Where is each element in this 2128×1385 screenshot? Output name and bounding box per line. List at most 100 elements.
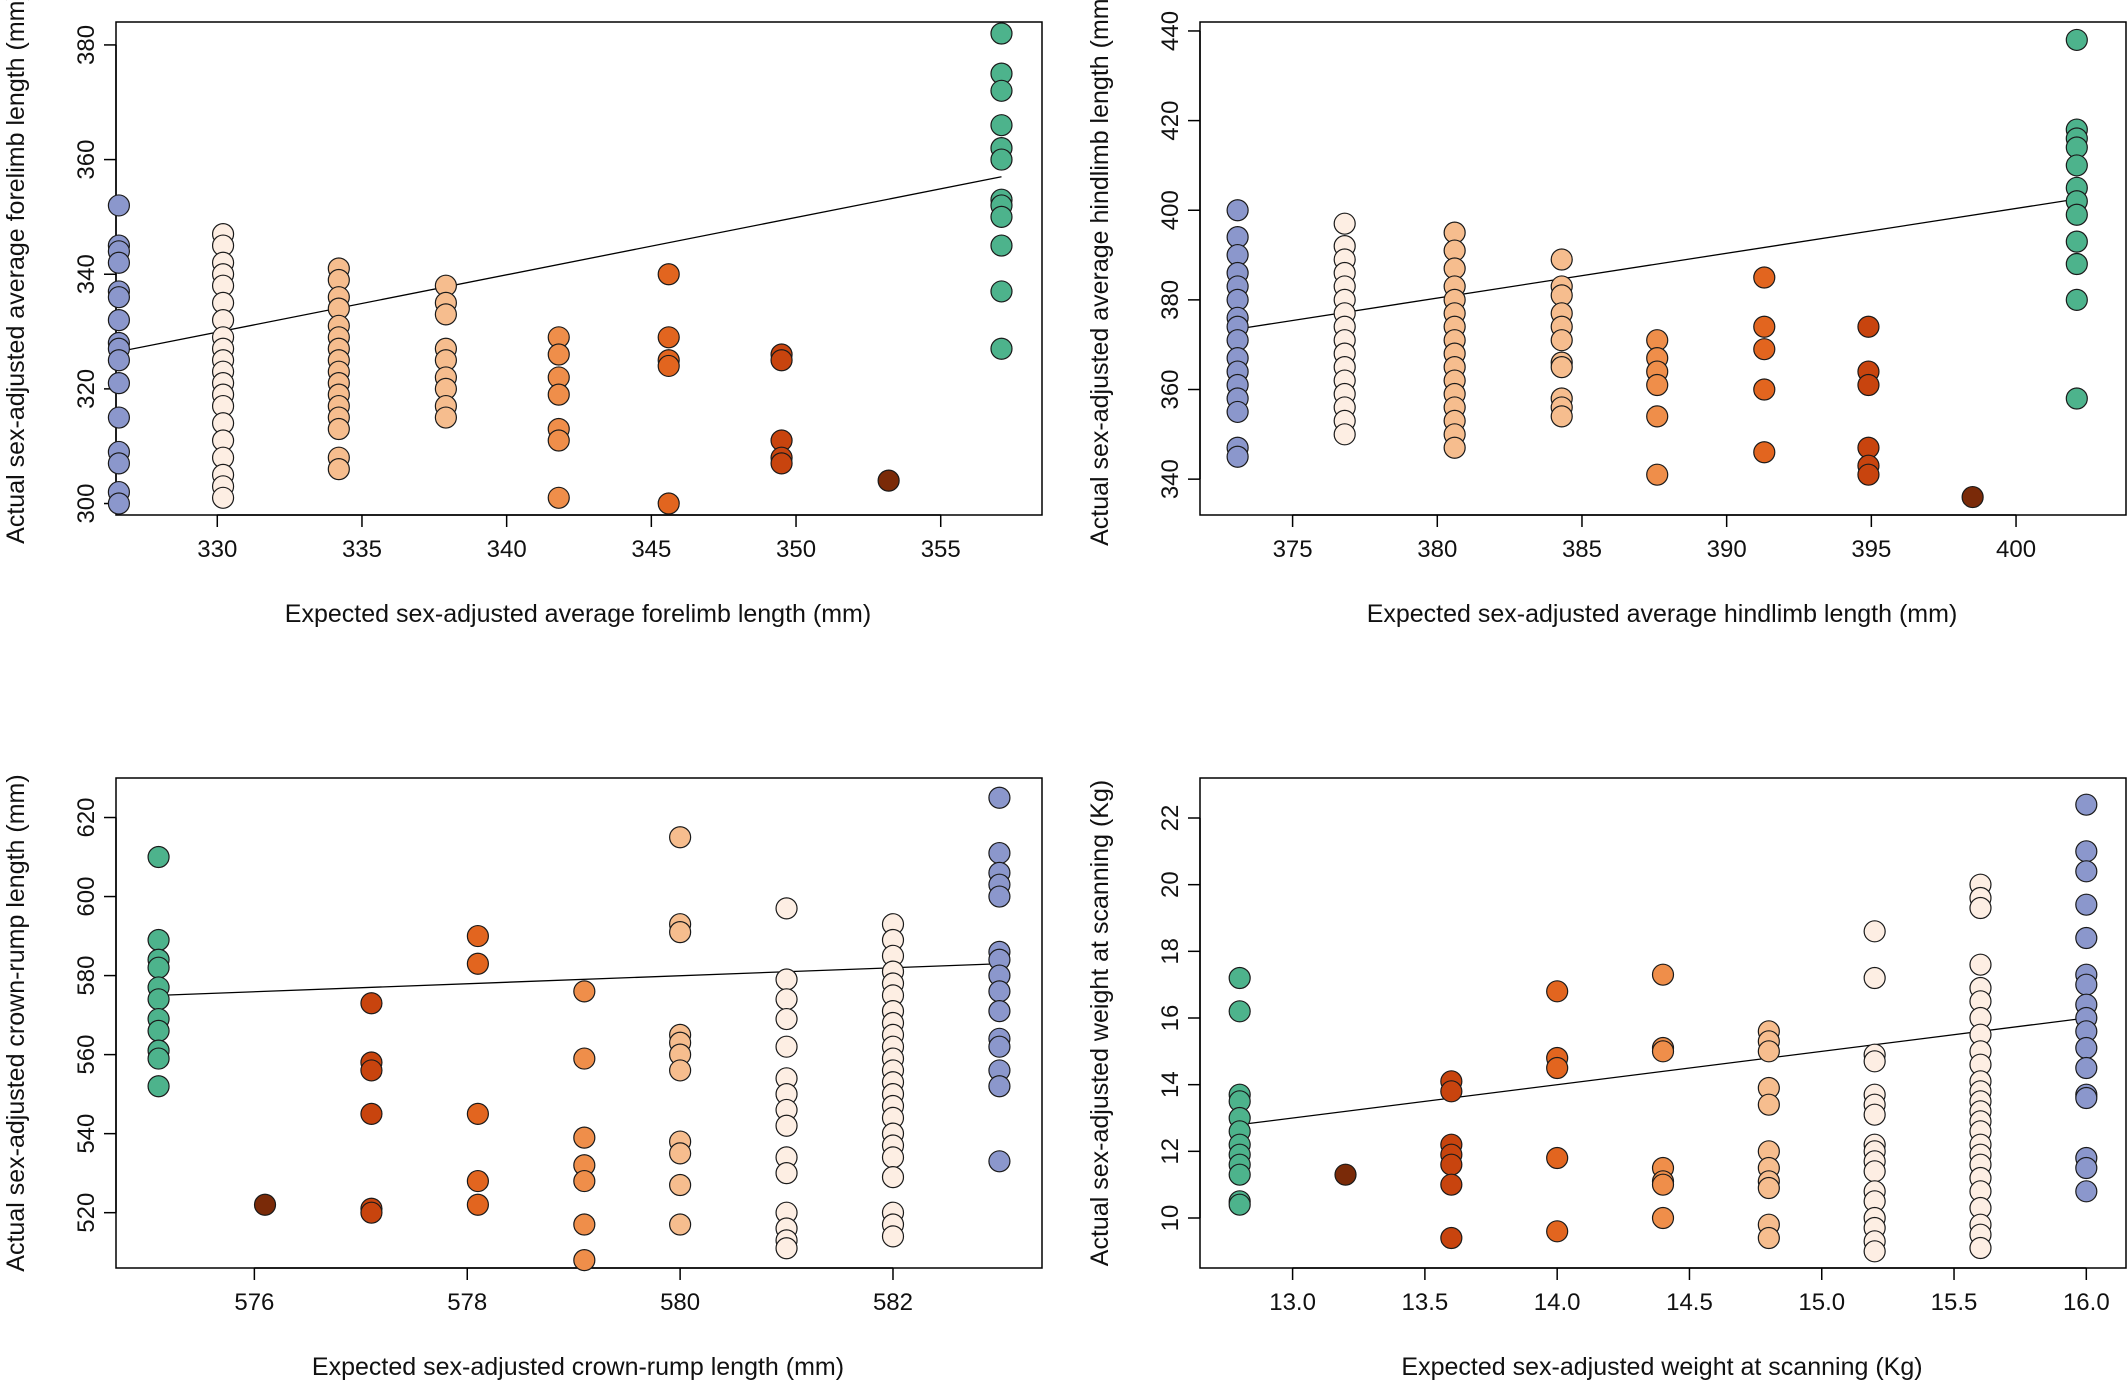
data-point bbox=[2075, 1056, 2098, 1080]
data-point bbox=[1863, 1240, 1886, 1263]
plot-frame bbox=[115, 21, 1043, 516]
y-tick-label: 600 bbox=[73, 877, 100, 917]
data-point bbox=[1969, 896, 1992, 920]
fit-line bbox=[118, 176, 1002, 353]
x-tick-label: 345 bbox=[631, 536, 671, 563]
points bbox=[1228, 793, 2098, 1263]
data-point bbox=[107, 406, 130, 429]
data-point bbox=[1961, 485, 1984, 509]
data-point bbox=[1228, 1163, 1251, 1186]
data-point bbox=[147, 988, 170, 1011]
data-point bbox=[2075, 793, 2098, 816]
data-point bbox=[1753, 315, 1776, 338]
x-tick-label: 13.0 bbox=[1269, 1289, 1316, 1316]
data-point bbox=[573, 1047, 596, 1070]
data-point bbox=[466, 1102, 489, 1125]
x-axis: 375 380 385 390 395 400 bbox=[1273, 514, 2036, 563]
data-point bbox=[775, 1237, 798, 1260]
data-point bbox=[360, 1059, 383, 1082]
points bbox=[107, 22, 1013, 515]
data-point bbox=[1753, 338, 1776, 361]
y-axis: 520 540 560 580 600 620 bbox=[73, 797, 117, 1233]
y-tick-label: 340 bbox=[73, 254, 100, 294]
y-tick-label: 380 bbox=[1157, 280, 1184, 320]
data-point bbox=[1651, 1206, 1675, 1230]
x-tick-label: 335 bbox=[342, 536, 382, 563]
data-point bbox=[2065, 154, 2088, 177]
x-tick-label: 582 bbox=[873, 1289, 913, 1316]
data-point bbox=[434, 406, 457, 429]
data-point bbox=[2075, 1180, 2098, 1203]
data-point bbox=[988, 1035, 1011, 1058]
y-tick-label: 16 bbox=[1157, 1005, 1184, 1032]
data-point bbox=[2075, 840, 2098, 863]
data-point bbox=[1550, 248, 1573, 271]
data-point bbox=[988, 786, 1011, 809]
data-point bbox=[988, 885, 1011, 908]
data-point bbox=[2065, 288, 2088, 311]
data-point bbox=[775, 968, 798, 991]
data-point bbox=[657, 354, 680, 378]
data-point bbox=[877, 469, 900, 492]
y-tick-label: 620 bbox=[73, 797, 100, 837]
data-point bbox=[990, 205, 1013, 229]
data-point bbox=[988, 841, 1011, 865]
x-axis-label: Expected sex-adjusted crown-rump length … bbox=[312, 1353, 844, 1381]
data-point bbox=[1651, 1040, 1675, 1063]
chart-weight: 13.0 13.5 14.0 14.5 15.0 15.5 16.0 10 12 14 16 18 2… bbox=[1086, 777, 2127, 1381]
data-point bbox=[360, 1102, 383, 1125]
data-point bbox=[327, 417, 350, 441]
data-point bbox=[1753, 378, 1776, 401]
data-point bbox=[1550, 356, 1573, 379]
data-point bbox=[466, 1193, 489, 1216]
data-point bbox=[988, 980, 1011, 1003]
chart-forelimb: 330 335 340 345 350 355 300 320 340 360 380 Expec… bbox=[2, 0, 1043, 628]
y-axis: 340 360 380 400 420 440 bbox=[1157, 11, 1201, 499]
data-point bbox=[253, 1193, 277, 1216]
y-tick-label: 360 bbox=[73, 140, 100, 180]
data-point bbox=[775, 988, 798, 1011]
data-point bbox=[2065, 203, 2088, 226]
x-axis: 330 335 340 345 350 355 bbox=[197, 514, 961, 563]
data-point bbox=[1440, 1173, 1463, 1196]
x-tick-label: 16.0 bbox=[2063, 1289, 2110, 1316]
x-tick-label: 355 bbox=[921, 536, 961, 563]
data-point bbox=[147, 1019, 170, 1043]
data-point bbox=[1440, 1226, 1463, 1250]
data-point bbox=[1757, 1040, 1780, 1063]
data-point bbox=[669, 826, 692, 849]
data-point bbox=[573, 1169, 596, 1193]
data-point bbox=[990, 148, 1013, 171]
data-point bbox=[775, 1007, 798, 1031]
x-tick-label: 400 bbox=[1996, 536, 2036, 563]
data-point bbox=[466, 924, 489, 948]
data-point bbox=[657, 492, 680, 515]
data-point bbox=[147, 845, 170, 869]
data-point bbox=[360, 992, 383, 1015]
y-tick-label: 22 bbox=[1157, 805, 1184, 832]
data-point bbox=[2075, 973, 2098, 996]
data-point bbox=[669, 921, 692, 944]
data-point bbox=[1651, 1173, 1675, 1196]
x-tick-label: 576 bbox=[234, 1289, 274, 1316]
data-point bbox=[990, 280, 1013, 303]
data-point bbox=[657, 263, 680, 286]
data-point bbox=[1863, 966, 1886, 990]
y-tick-label: 400 bbox=[1157, 190, 1184, 230]
data-point bbox=[107, 349, 130, 372]
data-point bbox=[147, 1047, 170, 1070]
data-point bbox=[988, 1150, 1011, 1173]
data-point bbox=[211, 486, 235, 509]
data-point bbox=[147, 928, 170, 952]
points bbox=[1226, 28, 2088, 509]
data-point bbox=[360, 1201, 383, 1224]
y-tick-label: 10 bbox=[1157, 1205, 1184, 1232]
data-point bbox=[547, 343, 570, 366]
y-axis-label: Actual sex-adjusted average hindlimb len… bbox=[1086, 0, 1114, 546]
data-point bbox=[1646, 463, 1669, 486]
y-tick-label: 12 bbox=[1157, 1138, 1184, 1165]
data-point bbox=[1857, 315, 1880, 338]
data-point bbox=[990, 22, 1013, 45]
x-axis-label: Expected sex-adjusted weight at scanning… bbox=[1401, 1353, 1922, 1381]
x-tick-label: 13.5 bbox=[1402, 1289, 1449, 1316]
